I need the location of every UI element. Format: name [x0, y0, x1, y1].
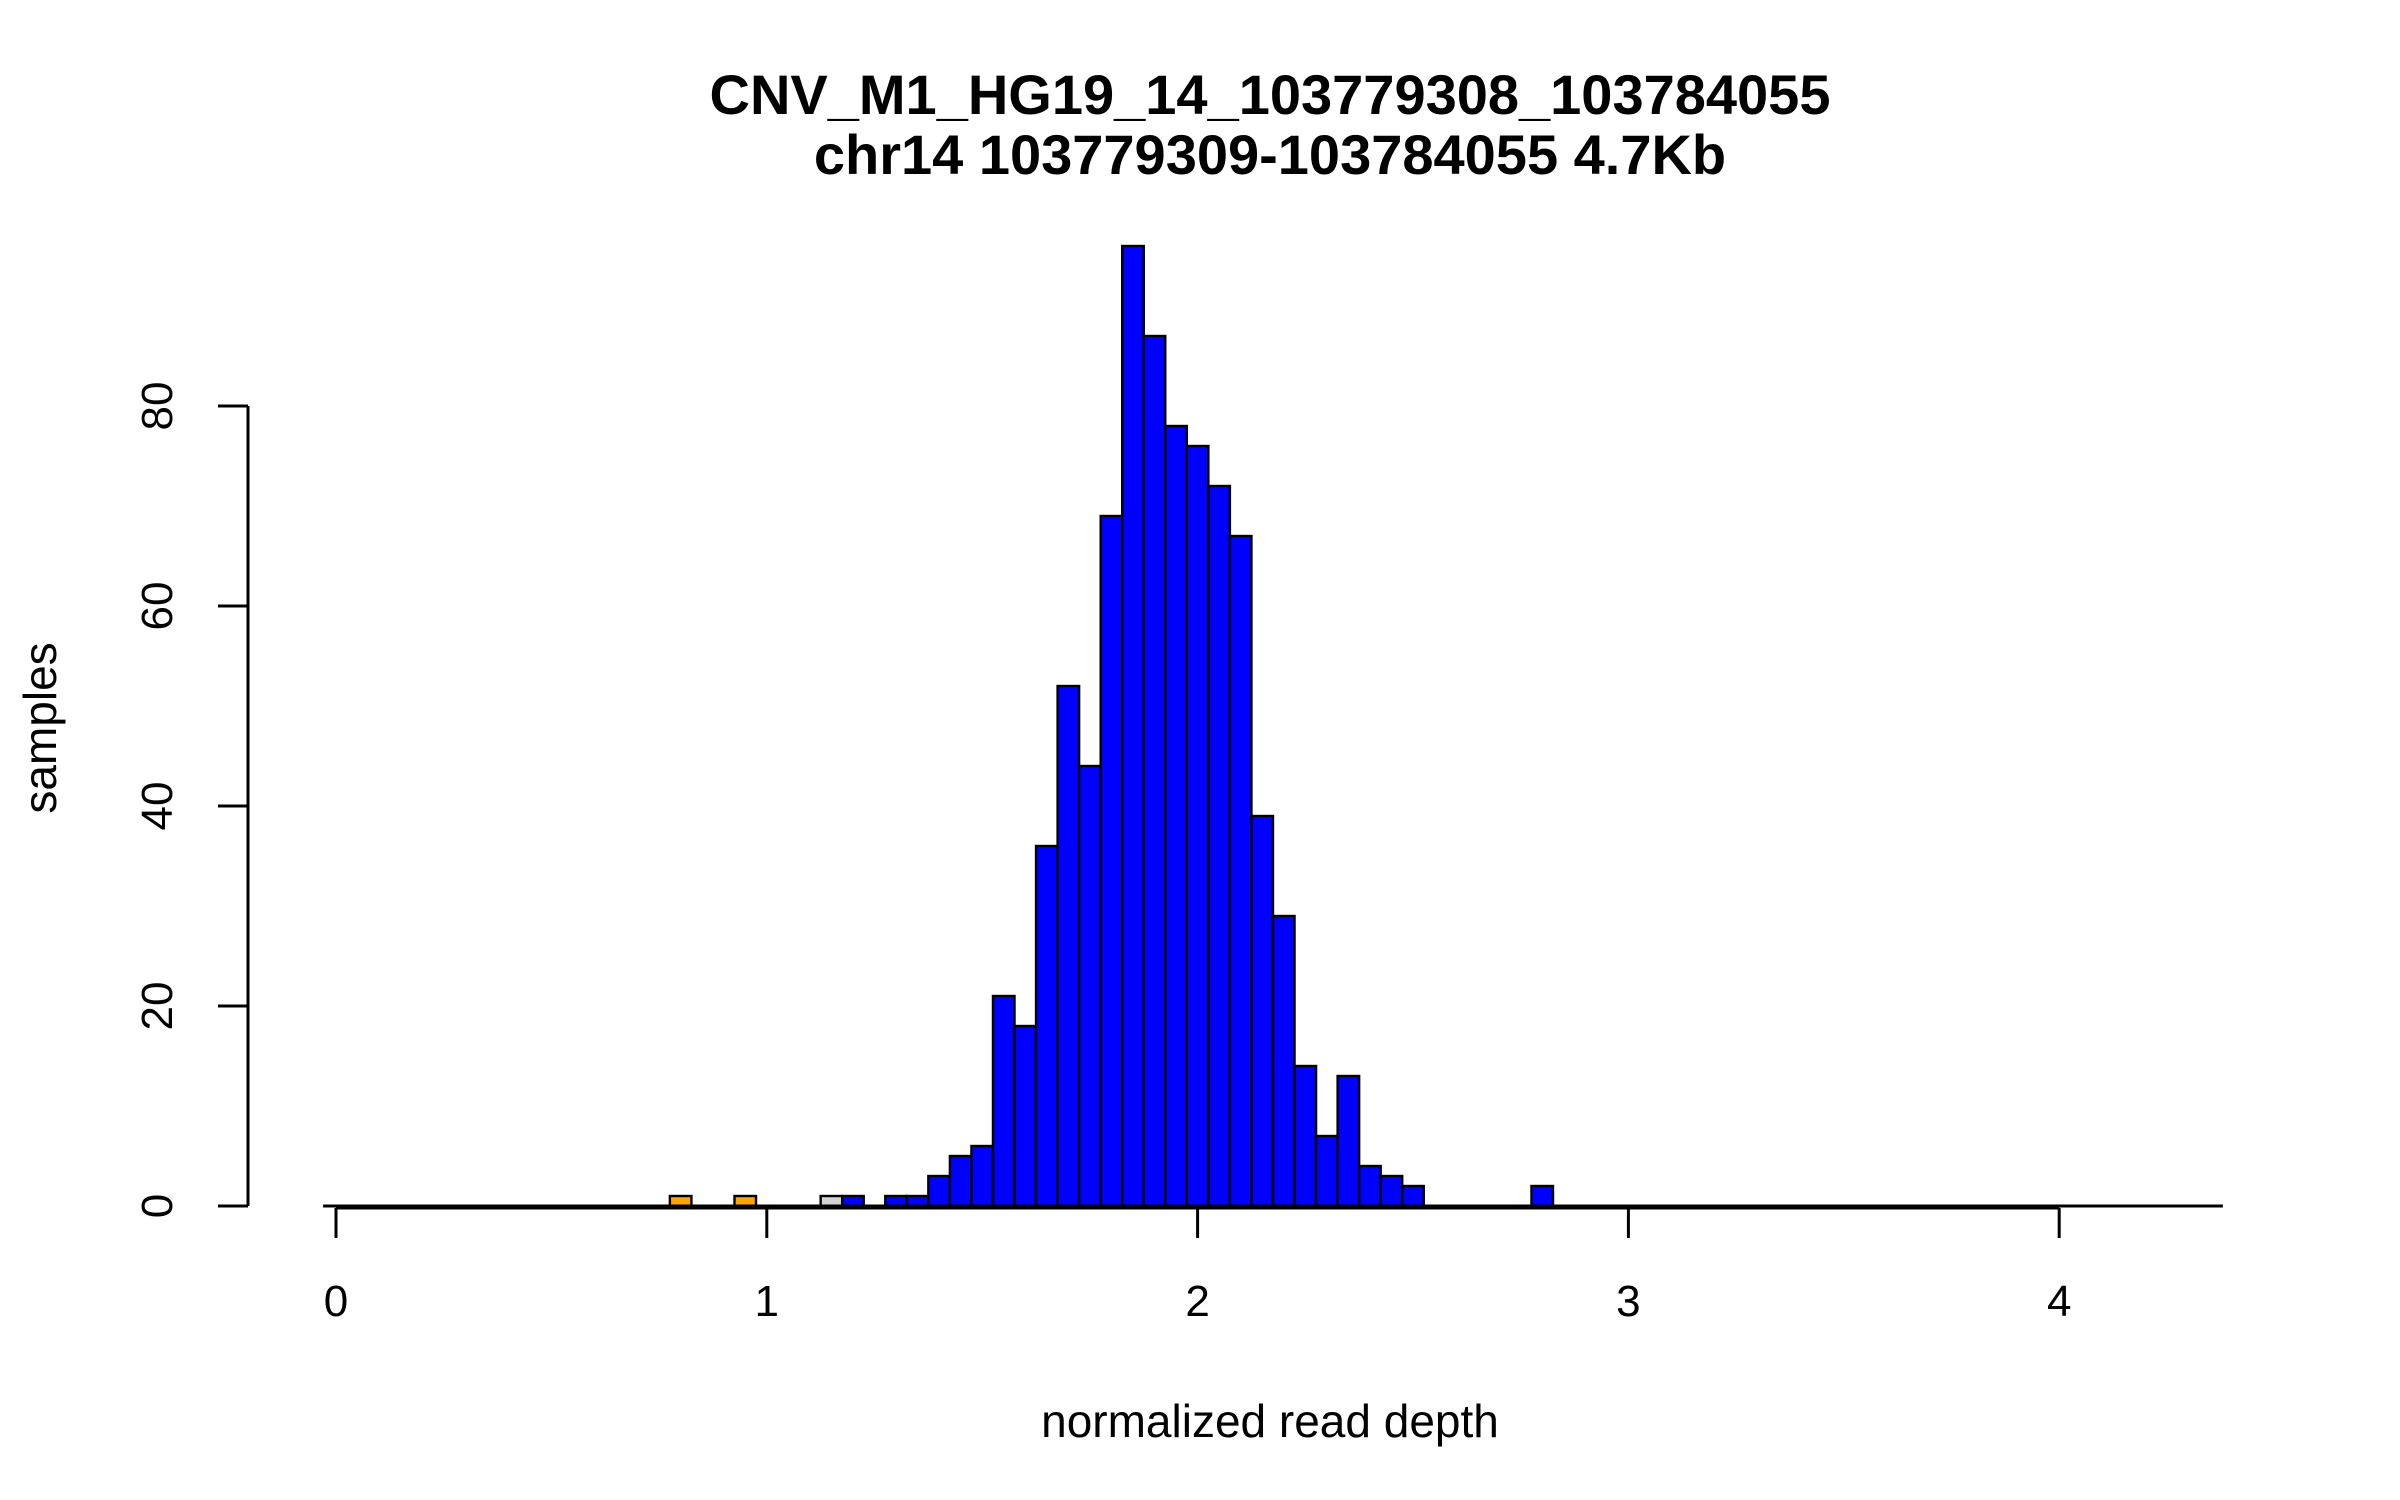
histogram-bar [1379, 1174, 1404, 1208]
x-tick-label: 0 [324, 1277, 348, 1326]
histogram-bars [668, 244, 1555, 1208]
histogram-bar [1228, 534, 1253, 1208]
histogram-bar [1099, 514, 1124, 1208]
chart-subtitle: chr14 103779309-103784055 4.7Kb [814, 123, 1726, 186]
y-tick-label: 60 [133, 582, 182, 631]
histogram-bar [1250, 814, 1275, 1208]
histogram-bar [1056, 684, 1081, 1208]
histogram-bar [1121, 244, 1145, 1208]
x-tick-label: 2 [1185, 1277, 1209, 1326]
y-tick-label: 0 [133, 1194, 182, 1218]
histogram-bar [1207, 484, 1232, 1208]
y-axis: 0 20 40 60 80 [133, 382, 250, 1218]
histogram-bar [1271, 914, 1296, 1208]
histogram-bar [1013, 1024, 1038, 1208]
histogram-bar [1314, 1134, 1339, 1208]
chart-title: CNV_M1_HG19_14_103779308_103784055 [710, 63, 1831, 126]
histogram-bar [991, 994, 1016, 1208]
histogram-bar [1401, 1184, 1425, 1208]
histogram-bar [1034, 844, 1059, 1208]
y-tick-label: 20 [133, 982, 182, 1031]
y-axis-label: samples [14, 642, 66, 813]
histogram-bar [970, 1144, 995, 1208]
y-tick-label: 80 [133, 382, 182, 431]
x-tick-label: 3 [1616, 1277, 1640, 1326]
x-axis: 0 1 2 3 4 [324, 1206, 2071, 1326]
x-tick-label: 4 [2047, 1277, 2071, 1326]
x-tick-label: 1 [755, 1277, 779, 1326]
x-axis-label: normalized read depth [1041, 1395, 1499, 1447]
histogram-bar [1530, 1184, 1555, 1208]
histogram-bar [1293, 1064, 1318, 1208]
histogram-bar [1164, 424, 1189, 1208]
y-tick-label: 40 [133, 782, 182, 831]
histogram-bar [948, 1154, 973, 1208]
histogram-bar [1185, 444, 1210, 1208]
histogram-bar [927, 1174, 952, 1208]
histogram-bar [1077, 764, 1102, 1208]
histogram-bar [1357, 1164, 1382, 1208]
histogram-bar [1142, 334, 1167, 1208]
histogram-bar [1336, 1074, 1361, 1208]
